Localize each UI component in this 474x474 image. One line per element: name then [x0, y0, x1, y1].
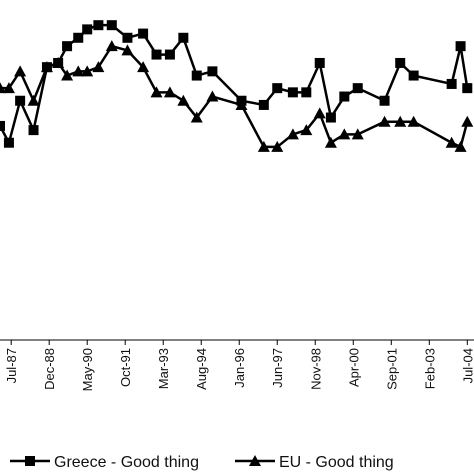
marker [61, 69, 74, 81]
marker [313, 107, 326, 119]
x-tick-label: Nov-98 [308, 348, 323, 390]
marker [121, 44, 134, 56]
marker [105, 40, 118, 52]
marker [0, 82, 6, 94]
marker [338, 128, 351, 140]
marker [82, 24, 93, 35]
marker [28, 125, 39, 136]
marker [40, 61, 53, 73]
x-tick-label: Jul-04 [460, 348, 474, 383]
legend-marker [248, 455, 261, 466]
marker [445, 136, 458, 148]
x-tick-label: Sep-01 [384, 348, 399, 390]
marker [73, 32, 84, 43]
x-tick-label: Oct-91 [118, 348, 133, 387]
marker [190, 111, 203, 123]
x-tick-label: Jan-96 [232, 348, 247, 388]
marker [52, 56, 65, 68]
x-tick-label: Mar-93 [156, 348, 171, 389]
x-tick-label: Apr-00 [346, 348, 361, 387]
marker [339, 91, 350, 102]
x-tick-label: Jun-97 [270, 348, 285, 388]
legend-label: EU - Good thing [279, 454, 394, 471]
marker [455, 41, 466, 52]
marker [324, 136, 337, 148]
marker [395, 57, 406, 68]
marker [122, 32, 133, 43]
marker [286, 128, 299, 140]
x-tick-label: Feb-03 [422, 348, 437, 389]
marker [15, 95, 26, 106]
marker [150, 86, 163, 98]
marker [235, 98, 248, 110]
marker [137, 61, 150, 73]
marker [271, 140, 284, 152]
marker [151, 49, 162, 60]
x-tick-label: Jul-87 [4, 348, 19, 383]
marker [207, 66, 218, 77]
marker [3, 137, 14, 148]
marker [407, 115, 420, 127]
marker [408, 70, 419, 81]
marker [2, 82, 15, 94]
legend-marker [25, 456, 35, 466]
marker [93, 20, 104, 31]
marker [379, 95, 390, 106]
marker [257, 140, 270, 152]
marker [106, 20, 117, 31]
marker [191, 70, 202, 81]
marker [378, 115, 391, 127]
marker [138, 28, 149, 39]
marker [461, 115, 474, 127]
marker [62, 41, 73, 52]
marker [92, 61, 105, 73]
marker [72, 65, 85, 77]
marker [178, 32, 189, 43]
marker [272, 83, 283, 94]
marker [352, 83, 363, 94]
marker [351, 128, 364, 140]
legend-label: Greece - Good thing [54, 454, 199, 471]
marker [314, 57, 325, 68]
marker [325, 112, 336, 123]
marker [454, 140, 467, 152]
marker [300, 124, 313, 136]
x-tick-label: Dec-88 [42, 348, 57, 390]
marker [287, 87, 298, 98]
marker [446, 78, 457, 89]
marker [164, 49, 175, 60]
marker [301, 87, 312, 98]
marker [177, 94, 190, 106]
x-tick-label: May-90 [80, 348, 95, 391]
marker [27, 94, 40, 106]
marker [206, 90, 219, 102]
marker [0, 120, 5, 131]
marker [462, 83, 473, 94]
marker [258, 99, 269, 110]
x-tick-label: Aug-94 [194, 348, 209, 390]
marker [394, 115, 407, 127]
marker [163, 86, 176, 98]
marker [14, 65, 27, 77]
marker [81, 65, 94, 77]
